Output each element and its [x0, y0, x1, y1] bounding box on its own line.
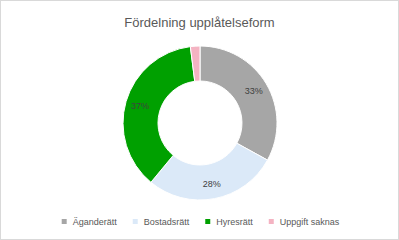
- svg-text:28%: 28%: [203, 179, 221, 189]
- svg-text:Hyresrätt: Hyresrätt: [216, 217, 253, 227]
- svg-text:Äganderätt: Äganderätt: [73, 217, 118, 227]
- svg-text:Uppgift saknas: Uppgift saknas: [280, 217, 340, 227]
- svg-text:37%: 37%: [131, 101, 149, 111]
- svg-text:Bostadsrätt: Bostadsrätt: [144, 217, 190, 227]
- svg-text:33%: 33%: [245, 86, 263, 96]
- svg-text:Fördelning upplåtelseform: Fördelning upplåtelseform: [124, 15, 274, 30]
